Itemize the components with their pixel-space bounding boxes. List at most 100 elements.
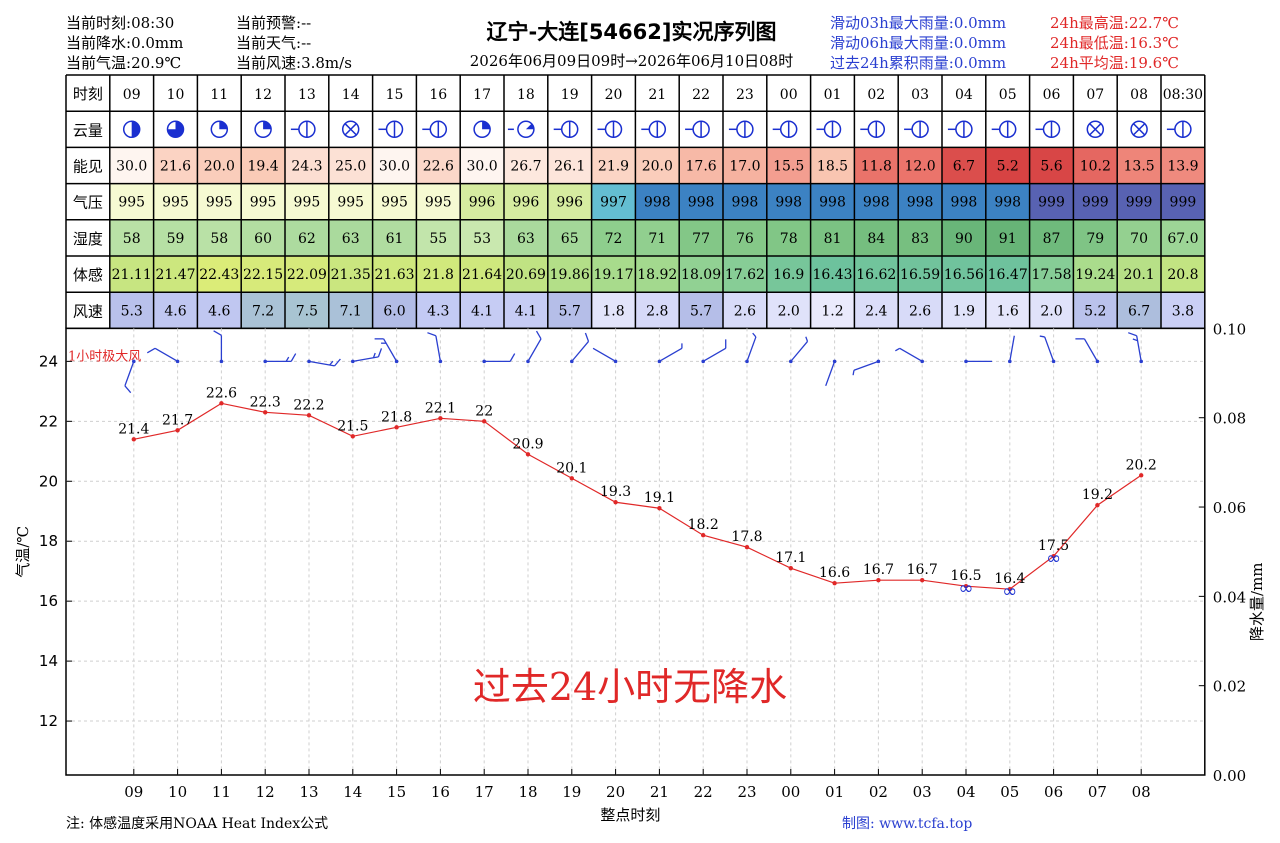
- feels_like-value: 19.24: [1075, 267, 1115, 283]
- visibility-value: 26.7: [510, 159, 541, 175]
- temp-max-label: 24h最高温:: [1050, 14, 1129, 32]
- y2-tick-label: 0.02: [1213, 678, 1246, 696]
- humidity-value: 71: [648, 231, 666, 247]
- table-cell: [285, 256, 329, 293]
- humidity-value: 58: [123, 231, 141, 247]
- feels_like-value: 19.86: [550, 267, 590, 283]
- table-cell: [766, 75, 811, 112]
- wind-barb-flag: [285, 356, 290, 362]
- y2-axis-label: 降水量/mm: [1248, 562, 1266, 641]
- pressure-value: 998: [732, 195, 759, 211]
- table-cell: [942, 147, 986, 184]
- cloud-fill: [131, 121, 140, 138]
- humidity-value: 84: [867, 231, 885, 247]
- wind-barb-flag: [805, 336, 809, 342]
- wind_speed-value: 4.6: [208, 303, 230, 319]
- table-cell: [372, 219, 417, 256]
- table-cell: [723, 75, 767, 112]
- wind_speed-value: 6.0: [383, 303, 405, 319]
- wind_speed-value: 2.0: [1040, 303, 1062, 319]
- table-cell: [766, 147, 811, 184]
- cloud-cover-icon: [904, 120, 929, 139]
- table-cell: [766, 256, 811, 293]
- temperature-point: [1007, 586, 1012, 592]
- table-cell: [285, 219, 329, 256]
- pressure-value: 998: [819, 195, 846, 211]
- table-cell: [197, 75, 242, 112]
- wind_speed-value: 5.7: [690, 303, 712, 319]
- x-tick-label: 16: [431, 783, 450, 801]
- temperature-data-label: 20.1: [556, 460, 587, 476]
- wind-barb-flag: [752, 332, 757, 338]
- table-cell: [985, 219, 1030, 256]
- wind_speed-value: 4.6: [164, 303, 186, 319]
- y-tick-label: 20: [39, 472, 58, 490]
- table-cell: [1073, 183, 1118, 220]
- table-cell: [1073, 147, 1118, 184]
- table-cell: [241, 219, 285, 256]
- cloud-fill: [263, 121, 272, 130]
- temperature-data-label: 20.9: [512, 436, 543, 452]
- visibility-value: 30.0: [379, 159, 410, 175]
- y2-tick-label: 0.04: [1213, 588, 1246, 606]
- no-precip-annotation: 过去24小时无降水: [473, 665, 787, 709]
- cloud-cover-icon: [166, 120, 185, 139]
- wind-barb-staff: [825, 361, 836, 387]
- visibility-value: 25.0: [335, 159, 366, 175]
- x-tick-label: 13: [299, 783, 318, 801]
- x-tick-label: 04: [956, 783, 975, 801]
- wind-barb: [964, 359, 992, 364]
- wind-barb: [701, 339, 727, 364]
- pressure-value: 998: [775, 195, 802, 211]
- temperature-point: [1051, 553, 1056, 559]
- humidity-value: 62: [298, 231, 316, 247]
- feels_like-value: 18.09: [681, 267, 721, 283]
- humidity-value: 65: [561, 231, 579, 247]
- cloud-x: [1089, 123, 1102, 136]
- data-table: 时刻 09 10 11 12 13 14 15 16 17 18 19 20 21 22 23 00 01 02 03…: [65, 74, 1206, 330]
- current-weather: 当前天气:--: [236, 33, 311, 53]
- humidity-value: 67.0: [1167, 231, 1198, 247]
- table-cell: [285, 75, 329, 112]
- current-precip-value: 0.0mm: [131, 34, 184, 52]
- table-cell: [635, 292, 680, 329]
- hour-cell: 07: [1086, 87, 1104, 103]
- wind-barb-staff: [154, 347, 178, 362]
- hour-cell: 19: [561, 87, 579, 103]
- table-cell: [109, 75, 154, 112]
- table-cell: [197, 256, 242, 293]
- visibility-value: 11.8: [861, 159, 892, 175]
- visibility-value: 30.0: [116, 159, 147, 175]
- table-cell: [766, 292, 811, 329]
- feels_like-value: 21.63: [374, 267, 414, 283]
- cloud-cover-icon: [210, 120, 229, 139]
- wind-barb: [1128, 332, 1143, 364]
- visibility-value: 20.0: [642, 159, 673, 175]
- visibility-value: 18.5: [817, 159, 848, 175]
- table-cell: [328, 256, 373, 293]
- table-cell: [547, 219, 592, 256]
- y2-tick-label: 0.08: [1213, 410, 1246, 428]
- pressure-value: 997: [600, 195, 627, 211]
- current-temp-value: 20.9℃: [131, 54, 182, 72]
- table-cell: [766, 219, 811, 256]
- wind-barb-staff: [435, 335, 442, 362]
- current-weather-value: --: [301, 34, 312, 52]
- chart-subtitle: 2026年06月09日09时→2026年06月10日08时: [469, 52, 794, 70]
- wind-barb-staff: [853, 360, 879, 371]
- cloud-x: [344, 123, 357, 136]
- current-time: 当前时刻:08:30: [66, 13, 174, 33]
- wind-barb-staff: [592, 347, 616, 362]
- pressure-value: 995: [118, 195, 145, 211]
- visibility-value: 10.2: [1080, 159, 1111, 175]
- table-cell: [942, 183, 986, 220]
- humidity-value: 63: [342, 231, 360, 247]
- table-cell: [416, 256, 461, 293]
- x-tick-label: 10: [168, 783, 187, 801]
- wind-row-label: 1小时极大风: [68, 349, 141, 364]
- hour-cell: 03: [911, 87, 929, 103]
- x-tick-label: 19: [562, 783, 581, 801]
- humidity-value: 72: [605, 231, 623, 247]
- table-cell: [898, 183, 942, 220]
- wind-barb-flag: [1039, 335, 1045, 338]
